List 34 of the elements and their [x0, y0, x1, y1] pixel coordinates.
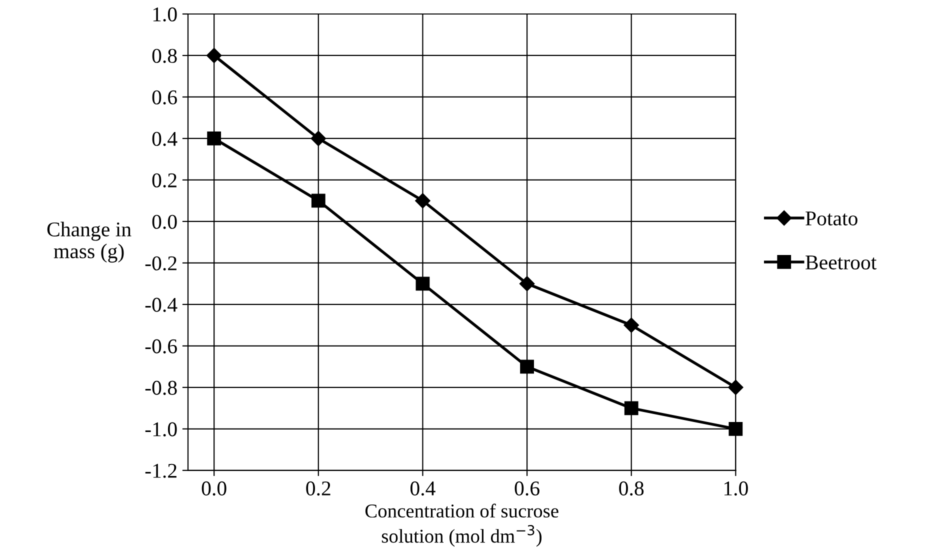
y-tick-label: -1.0 [145, 422, 177, 436]
x-tick-label: 1.0 [724, 481, 748, 496]
point [311, 194, 326, 208]
point [728, 422, 743, 436]
y-tick-label: -0.2 [145, 256, 176, 270]
legend-label: Beetroot [806, 256, 877, 270]
y-tick-label: 1.0 [153, 7, 177, 22]
y-tick-label: -0.8 [145, 380, 177, 395]
x-tick-label: 0.2 [306, 481, 330, 496]
point [624, 401, 638, 416]
point [206, 48, 222, 64]
y-tick-label: 0.4 [152, 132, 178, 146]
y-tick-label: -1.2 [145, 464, 176, 478]
y-axis-title: Change in mass (g) [47, 222, 132, 263]
legend-label: Potato [806, 212, 858, 226]
point [416, 276, 430, 291]
point [415, 193, 430, 208]
point [624, 318, 639, 333]
y-tick-label: 0.8 [152, 48, 177, 64]
point [728, 380, 744, 395]
point [207, 132, 222, 146]
x-tick-label: 0.6 [514, 481, 540, 496]
x-tick-label: 0.4 [410, 481, 436, 496]
x-axis-title: Concentration of sucrose solution (mol dm$^{−3}$) [365, 504, 558, 547]
y-tick-label: -0.4 [145, 298, 178, 312]
point [310, 130, 326, 146]
y-tick-label: 0.0 [152, 214, 177, 229]
x-tick-label: 0.8 [619, 481, 644, 496]
point [520, 360, 534, 374]
x-tick-label: 0.0 [202, 481, 226, 496]
y-tick-label: 0.6 [152, 90, 177, 105]
y-tick-label: -0.6 [145, 339, 177, 354]
point [519, 276, 535, 292]
y-tick-label: 0.2 [152, 173, 176, 188]
